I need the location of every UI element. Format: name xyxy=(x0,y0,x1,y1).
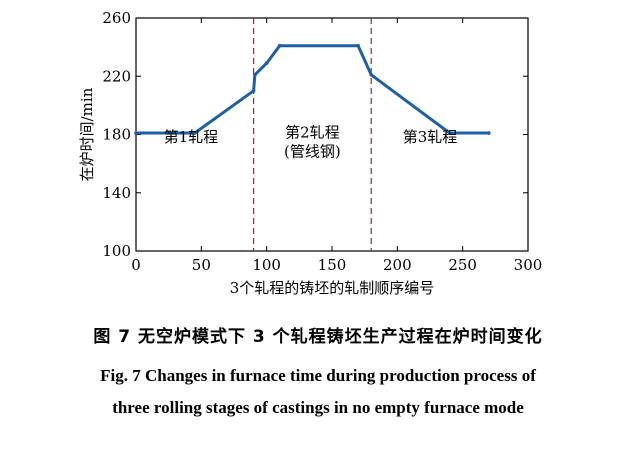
x-tick-label: 300 xyxy=(514,256,543,274)
y-tick-label: 260 xyxy=(102,9,131,27)
data-point xyxy=(447,131,452,135)
y-tick-label: 140 xyxy=(102,184,131,202)
figure-caption-chinese: 图 7 无空炉模式下 3 个轧程铸坯生产过程在炉时间变化 xyxy=(93,327,543,347)
data-point xyxy=(193,131,197,135)
y-tick-label: 220 xyxy=(102,67,131,85)
x-axis-label: 3个轧程的铸坯的轧制顺序编号 xyxy=(230,279,435,297)
x-tick-label: 200 xyxy=(383,256,412,274)
data-point xyxy=(487,131,491,135)
x-tick-label: 150 xyxy=(318,256,347,274)
figure-caption-english-line2: three rolling stages of castings in no e… xyxy=(112,398,524,417)
data-point xyxy=(277,43,282,48)
x-tick-label: 50 xyxy=(192,256,211,274)
stage-annotation: 第3轧程 xyxy=(403,128,458,146)
y-axis-label: 在炉时间/min xyxy=(78,87,96,181)
x-tick-label: 100 xyxy=(252,256,281,274)
chart-svg: 0 50 100 150 200 250 300 100 140 180 220 260 3个轧程的铸坯… xyxy=(78,9,543,297)
x-tick-label: 0 xyxy=(131,256,141,274)
x-tick-label: 250 xyxy=(448,256,477,274)
y-tick-label: 100 xyxy=(102,242,131,260)
data-point xyxy=(264,61,269,65)
data-point xyxy=(134,131,138,135)
series-line xyxy=(134,44,491,135)
data-point xyxy=(369,72,374,77)
data-point xyxy=(253,72,257,77)
stage-annotation: 第1轧程 xyxy=(164,128,219,146)
data-point xyxy=(356,43,360,48)
stage-annotation: (管线钢) xyxy=(284,142,341,160)
chart: 0 50 100 150 200 250 300 100 140 180 220 260 3个轧程的铸坯… xyxy=(78,9,543,297)
stage-annotation: 第2轧程 xyxy=(285,123,340,141)
figure-caption-english-line1: Fig. 7 Changes in furnace time during pr… xyxy=(100,366,536,385)
data-point xyxy=(251,89,256,93)
y-tick-label: 180 xyxy=(102,126,131,144)
